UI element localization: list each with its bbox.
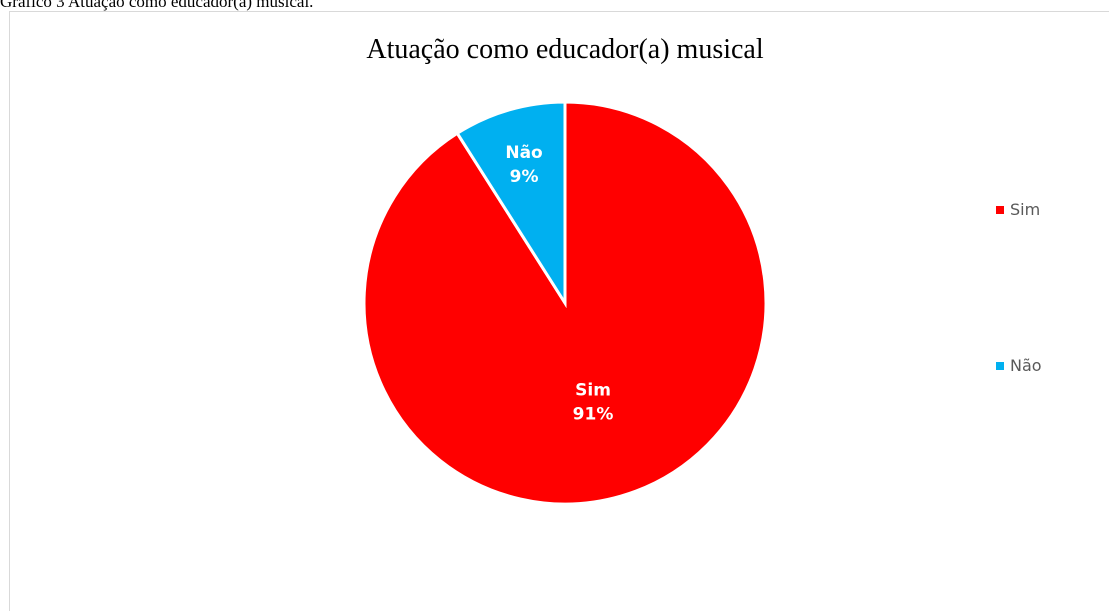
figure-caption: Gráfico 3 Atuação como educador(a) music… bbox=[0, 0, 314, 11]
pie-labels: Sim 91% Não 9% bbox=[505, 143, 613, 424]
pie-slices bbox=[362, 100, 768, 506]
legend-label-nao: Não bbox=[1010, 356, 1042, 375]
pie-label-nao-percent: 9% bbox=[510, 167, 539, 187]
pie-chart: Sim 91% Não 9% bbox=[362, 100, 768, 506]
legend-item-sim: Sim bbox=[996, 200, 1040, 219]
legend-label-sim: Sim bbox=[1010, 200, 1041, 219]
legend-swatch-nao bbox=[996, 361, 1004, 370]
pie-label-nao-name: Não bbox=[505, 143, 542, 163]
legend-item-nao: Não bbox=[996, 356, 1042, 375]
pie-label-sim-percent: 91% bbox=[573, 405, 614, 425]
chart-title: Atuação como educador(a) musical bbox=[366, 34, 764, 65]
pie-label-sim-name: Sim bbox=[575, 381, 611, 401]
pie-slice-nao bbox=[455, 100, 567, 309]
legend-swatch-sim bbox=[996, 205, 1004, 214]
